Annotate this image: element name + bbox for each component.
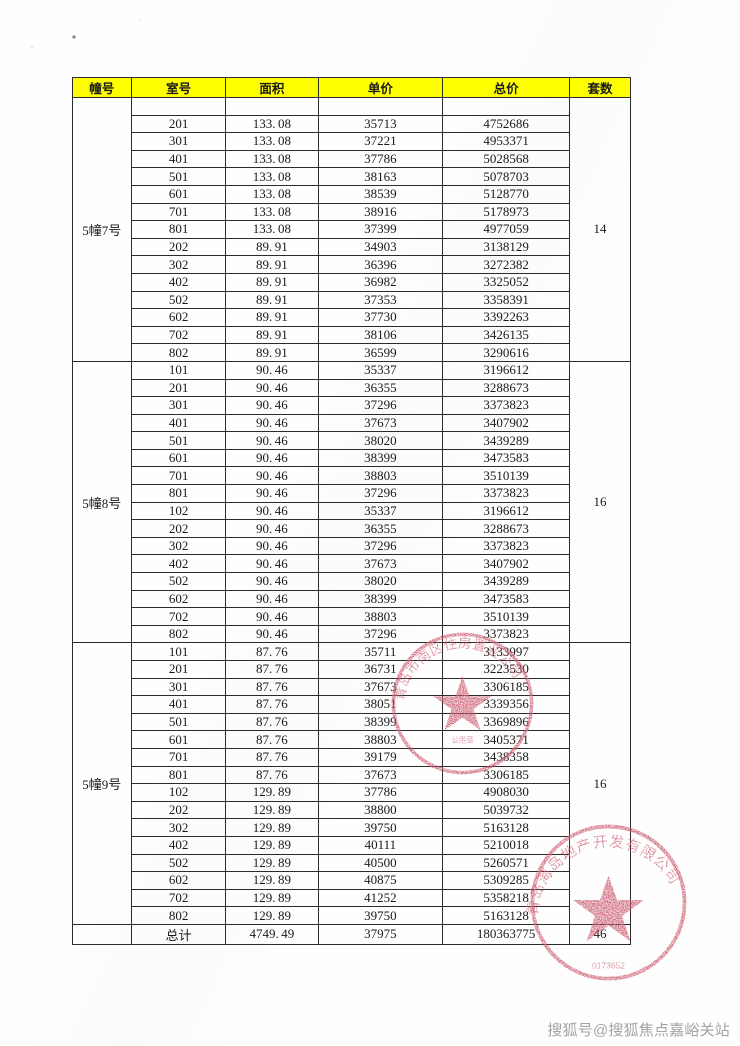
svg-text:0173652: 0173652 [592,960,625,970]
